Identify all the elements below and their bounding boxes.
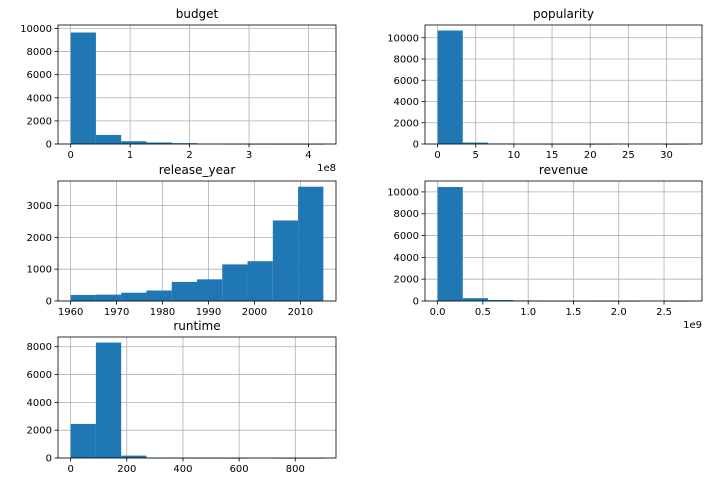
y-tick-label: 0 xyxy=(413,297,419,308)
subplot-title: runtime xyxy=(173,319,220,333)
x-tick-label: 1 xyxy=(127,150,133,161)
y-tick-label: 2000 xyxy=(27,116,52,127)
y-tick-label: 3000 xyxy=(27,201,52,212)
y-tick-label: 2000 xyxy=(27,426,52,437)
x-tick-label: 2 xyxy=(186,150,192,161)
x-tick-label: 25 xyxy=(622,150,635,161)
x-tick-label: 2.5 xyxy=(656,307,672,318)
subplot-title: budget xyxy=(176,7,219,21)
subplot-release-year: 1960 1970 1980 1990 2000 2010 0 1000 2000 3000 rel… xyxy=(27,163,337,318)
histogram-bar xyxy=(146,290,172,301)
y-tick-label: 6000 xyxy=(27,70,52,81)
subplot-revenue: 0.0 0.5 1.0 1.5 2.0 2.5 0 2000 4000 6000 8000 10000… xyxy=(387,163,703,331)
histogram-bar xyxy=(222,264,248,301)
histogram-bar xyxy=(197,279,223,301)
y-tick-label: 10000 xyxy=(387,187,419,198)
histogram-bar xyxy=(70,32,96,145)
y-tick-label: 0 xyxy=(413,140,419,151)
x-tick-label: 1.0 xyxy=(520,307,536,318)
x-tick-label: 1960 xyxy=(58,307,83,318)
histogram-bar xyxy=(247,261,273,301)
y-tick-label: 6000 xyxy=(394,231,419,242)
x-tick-label: 5 xyxy=(473,150,479,161)
y-tick-label: 2000 xyxy=(394,275,419,286)
histogram-bar xyxy=(298,186,324,301)
y-tick-label: 4000 xyxy=(394,97,419,108)
histogram-bar xyxy=(121,141,147,144)
x-tick-label: 3 xyxy=(246,150,252,161)
histogram-bar xyxy=(462,142,488,144)
x-tick-label: 0 xyxy=(67,150,73,161)
subplot-popularity: 0 5 10 15 20 25 30 0 2000 4000 6000 8000 10000 popula… xyxy=(387,7,703,161)
histogram-bar xyxy=(70,294,96,301)
axes-frame xyxy=(424,24,703,145)
x-tick-label: 2010 xyxy=(288,307,313,318)
x-offset-label: 1e9 xyxy=(683,320,702,331)
histogram-bar xyxy=(95,294,122,301)
x-tick-label: 0.5 xyxy=(475,307,491,318)
axes-frame xyxy=(424,180,703,302)
x-tick-label: 4 xyxy=(305,150,311,161)
x-tick-label: 30 xyxy=(660,150,673,161)
x-tick-label: 0 xyxy=(434,150,440,161)
histogram-bar xyxy=(272,220,299,301)
subplot-title: popularity xyxy=(533,7,594,21)
histogram-bar xyxy=(462,298,488,301)
y-tick-label: 0 xyxy=(46,454,52,465)
y-tick-label: 10000 xyxy=(20,24,52,35)
subplot-budget: 0 1 2 3 4 0 2000 4000 6000 8000 10000 budget 1e8 xyxy=(20,7,337,174)
histogram-bar xyxy=(121,455,147,458)
y-tick-label: 1000 xyxy=(27,265,52,276)
axes-frame xyxy=(57,336,337,459)
x-tick-label: 600 xyxy=(230,464,249,475)
y-tick-label: 8000 xyxy=(27,342,52,353)
y-tick-label: 8000 xyxy=(394,209,419,220)
y-tick-label: 0 xyxy=(46,140,52,151)
x-tick-label: 1990 xyxy=(196,307,221,318)
y-tick-label: 4000 xyxy=(394,253,419,264)
y-tick-label: 2000 xyxy=(27,233,52,244)
x-tick-label: 1980 xyxy=(150,307,175,318)
y-tick-label: 0 xyxy=(46,297,52,308)
histogram-bar xyxy=(437,30,463,144)
x-tick-label: 15 xyxy=(546,150,559,161)
histogram-bar xyxy=(146,142,172,144)
y-tick-label: 2000 xyxy=(394,118,419,129)
y-tick-label: 6000 xyxy=(394,76,419,87)
subplot-title: revenue xyxy=(539,163,588,177)
histogram-bar xyxy=(171,281,197,301)
x-tick-label: 1970 xyxy=(104,307,129,318)
x-tick-label: 400 xyxy=(173,464,192,475)
y-tick-label: 8000 xyxy=(394,55,419,66)
subplot-title: release_year xyxy=(159,163,236,177)
histogram-bar xyxy=(171,143,197,144)
histogram-bar xyxy=(487,300,514,301)
x-tick-label: 20 xyxy=(584,150,597,161)
y-tick-label: 10000 xyxy=(387,33,419,44)
y-tick-label: 4000 xyxy=(27,398,52,409)
x-tick-label: 10 xyxy=(508,150,521,161)
y-tick-label: 4000 xyxy=(27,93,52,104)
y-tick-label: 6000 xyxy=(27,370,52,381)
axes-frame xyxy=(57,180,337,302)
histogram-bar xyxy=(95,134,122,144)
x-tick-label: 2.0 xyxy=(611,307,627,318)
x-tick-label: 0 xyxy=(67,464,73,475)
y-tick-label: 8000 xyxy=(27,47,52,58)
x-tick-label: 2000 xyxy=(242,307,267,318)
x-tick-label: 200 xyxy=(117,464,136,475)
x-tick-label: 1.5 xyxy=(566,307,582,318)
histogram-bar xyxy=(437,187,463,301)
axes-frame xyxy=(57,24,337,145)
histogram-bar xyxy=(70,423,96,458)
x-tick-label: 0.0 xyxy=(430,307,446,318)
histogram-bar xyxy=(121,292,147,301)
x-offset-label: 1e8 xyxy=(317,163,336,174)
histogram-bar xyxy=(95,342,122,458)
x-tick-label: 800 xyxy=(286,464,305,475)
